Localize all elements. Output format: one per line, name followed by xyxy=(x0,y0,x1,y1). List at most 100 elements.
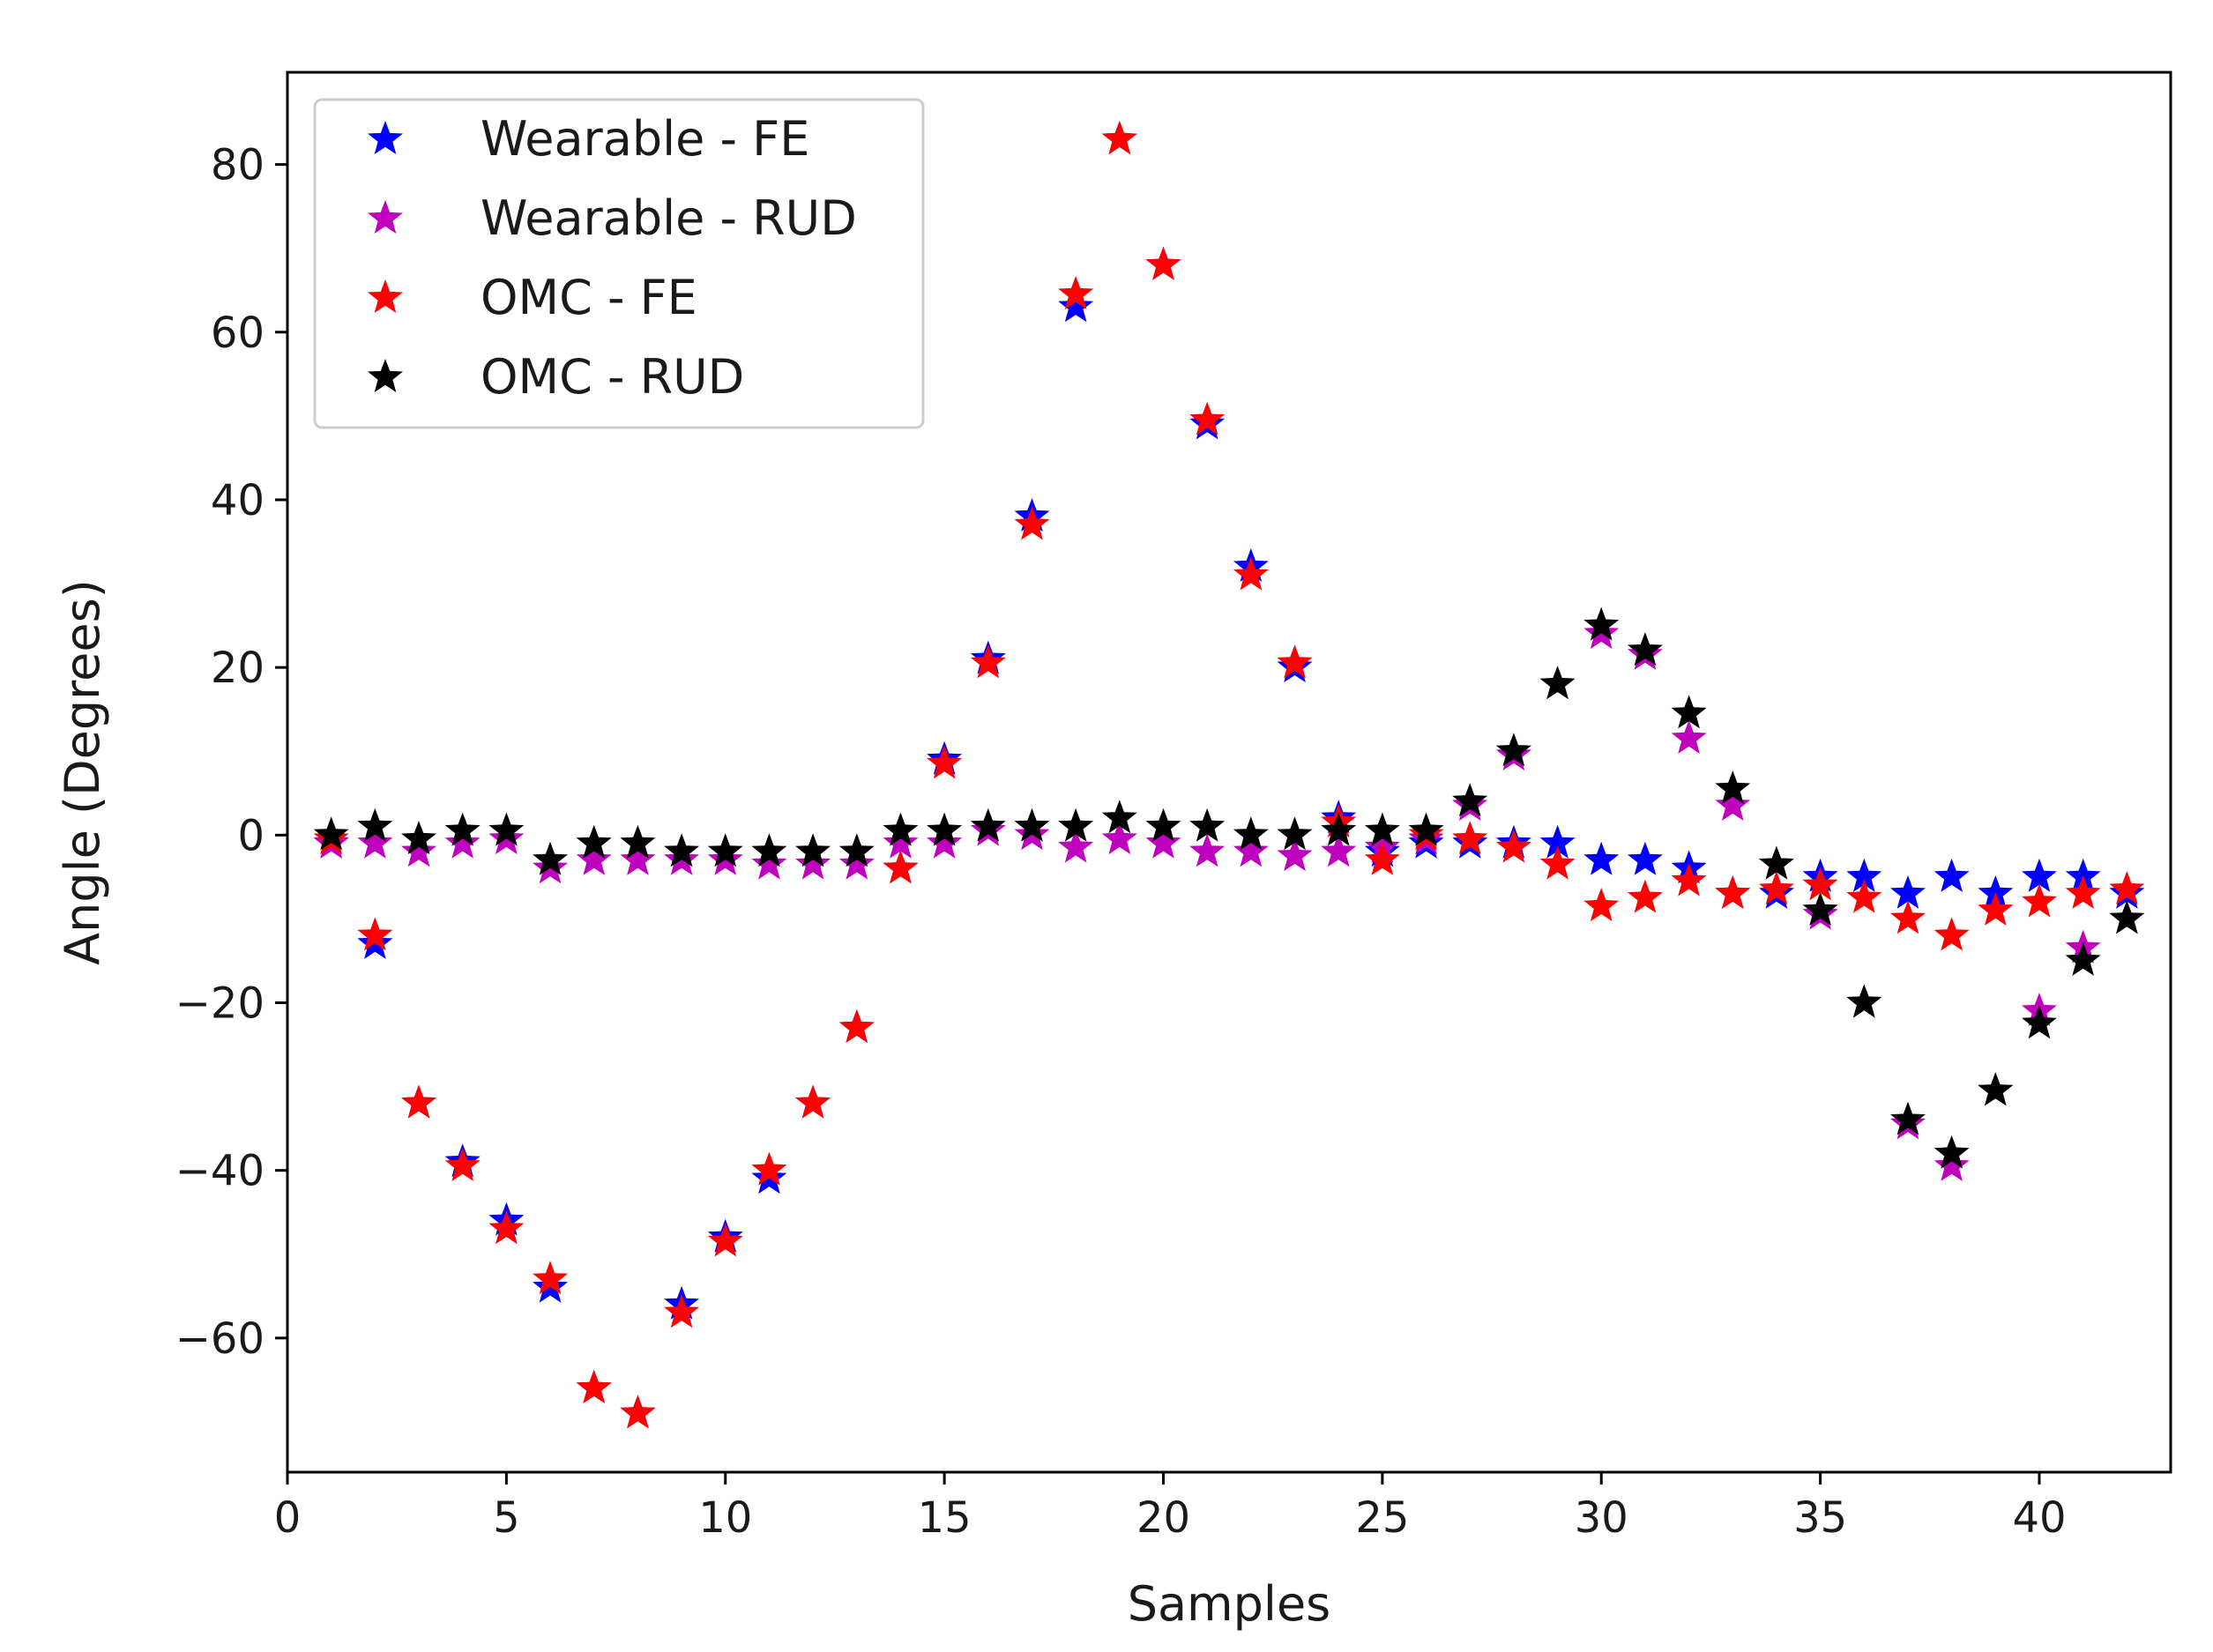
point-omc-fe xyxy=(1452,821,1488,855)
point-wearable-rud xyxy=(1934,1147,1970,1181)
point-omc-fe xyxy=(1495,829,1531,863)
point-omc-rud xyxy=(2022,1005,2057,1039)
point-omc-rud xyxy=(927,812,963,846)
point-omc-fe xyxy=(1364,841,1400,875)
point-omc-rud xyxy=(2109,900,2145,934)
point-omc-fe xyxy=(2065,874,2101,909)
legend-label: OMC - RUD xyxy=(481,349,744,405)
point-wearable-rud xyxy=(1058,829,1094,863)
point-wearable-fe xyxy=(1890,874,1926,909)
y-tick-label: 80 xyxy=(211,141,265,190)
x-tick-label: 35 xyxy=(1793,1493,1847,1543)
point-omc-rud xyxy=(1101,800,1137,834)
x-tick-label: 20 xyxy=(1136,1493,1190,1543)
y-axis-ticks: −60 −40 −20 0 20 40 60 80 xyxy=(175,141,287,1364)
point-omc-rud xyxy=(1014,807,1050,842)
point-wearable-rud xyxy=(927,824,963,859)
point-omc-fe xyxy=(1890,900,1926,934)
y-tick-label: 60 xyxy=(211,309,265,358)
point-wearable-rud xyxy=(1277,837,1313,872)
point-omc-rud xyxy=(1364,812,1400,846)
point-wearable-fe xyxy=(1583,841,1620,875)
point-omc-rud xyxy=(620,824,656,859)
point-omc-fe xyxy=(1539,845,1576,880)
point-wearable-rud xyxy=(1671,720,1707,754)
point-omc-fe xyxy=(1759,871,1794,905)
point-omc-rud xyxy=(1189,807,1226,842)
point-omc-rud xyxy=(444,812,481,846)
point-omc-rud xyxy=(1583,606,1620,641)
point-wearable-rud xyxy=(620,841,656,875)
point-wearable-rud xyxy=(401,833,436,867)
point-omc-rud xyxy=(1934,1135,1970,1169)
point-omc-fe xyxy=(1802,867,1838,901)
point-omc-rud xyxy=(1058,807,1094,842)
x-axis-ticks: 0 5 10 15 20 25 30 35 40 xyxy=(274,1472,2067,1543)
point-omc-rud xyxy=(401,821,436,855)
point-omc-fe xyxy=(883,850,919,884)
point-omc-fe xyxy=(533,1261,568,1295)
point-omc-rud xyxy=(707,833,743,867)
legend-marker xyxy=(368,200,403,234)
point-omc-fe xyxy=(2022,883,2057,918)
point-wearable-rud xyxy=(838,845,875,880)
point-omc-rud xyxy=(1802,891,1838,926)
point-omc-rud xyxy=(1890,1101,1926,1135)
point-omc-rud xyxy=(1715,770,1751,804)
point-omc-rud xyxy=(838,833,875,867)
point-wearable-fe xyxy=(1627,841,1663,875)
point-omc-rud xyxy=(1321,812,1357,846)
point-omc-fe xyxy=(1145,246,1181,280)
point-omc-fe xyxy=(664,1294,699,1328)
point-omc-rud xyxy=(576,824,612,859)
legend: Wearable - FE Wearable - RUD OMC - FE OMC -… xyxy=(313,98,925,429)
point-omc-rud xyxy=(1759,845,1794,880)
point-omc-rud xyxy=(795,833,831,867)
point-omc-rud xyxy=(1627,632,1663,666)
point-omc-fe xyxy=(488,1210,525,1245)
point-wearable-rud xyxy=(883,824,919,859)
point-omc-rud xyxy=(1145,807,1181,842)
point-omc-rud xyxy=(313,816,349,851)
point-wearable-fe xyxy=(1846,858,1882,892)
point-omc-fe xyxy=(1671,862,1707,897)
point-omc-rud xyxy=(751,833,787,867)
y-tick-label: 40 xyxy=(211,476,265,525)
point-omc-fe xyxy=(1846,879,1882,913)
legend-label: OMC - FE xyxy=(481,270,697,325)
point-omc-rud xyxy=(1978,1072,2014,1106)
point-omc-fe xyxy=(1189,401,1226,435)
point-omc-fe xyxy=(576,1369,612,1403)
point-omc-rud xyxy=(1277,816,1313,851)
point-wearable-rud xyxy=(795,845,831,880)
point-omc-rud xyxy=(357,807,393,842)
point-omc-rud xyxy=(1671,695,1707,729)
y-axis-label: Angle (Degrees) xyxy=(55,579,110,965)
point-omc-rud xyxy=(1846,984,1882,1018)
data-marks xyxy=(313,121,2145,1429)
point-omc-fe xyxy=(620,1395,656,1429)
point-omc-fe xyxy=(1715,874,1751,909)
x-tick-label: 15 xyxy=(918,1493,972,1543)
legend-entries: Wearable - FE Wearable - RUD OMC - FE OMC -… xyxy=(368,111,857,405)
point-omc-rud xyxy=(488,812,525,846)
x-tick-label: 25 xyxy=(1355,1493,1409,1543)
point-omc-rud xyxy=(1539,666,1576,700)
point-omc-fe xyxy=(707,1223,743,1257)
point-omc-rud xyxy=(883,812,919,846)
point-omc-fe xyxy=(1277,644,1313,679)
point-omc-rud xyxy=(1408,812,1444,846)
point-wearable-rud xyxy=(1715,787,1751,821)
point-wearable-rud xyxy=(576,841,612,875)
y-tick-label: 0 xyxy=(237,811,265,860)
point-wearable-fe xyxy=(1058,288,1094,323)
y-tick-label: −60 xyxy=(175,1314,265,1364)
legend-marker xyxy=(368,359,403,392)
point-wearable-rud xyxy=(1101,821,1137,855)
point-omc-fe xyxy=(444,1147,481,1181)
point-omc-fe xyxy=(1583,888,1620,922)
point-omc-fe xyxy=(1233,556,1269,591)
legend-label: Wearable - FE xyxy=(481,111,809,167)
point-omc-fe xyxy=(1101,121,1137,155)
